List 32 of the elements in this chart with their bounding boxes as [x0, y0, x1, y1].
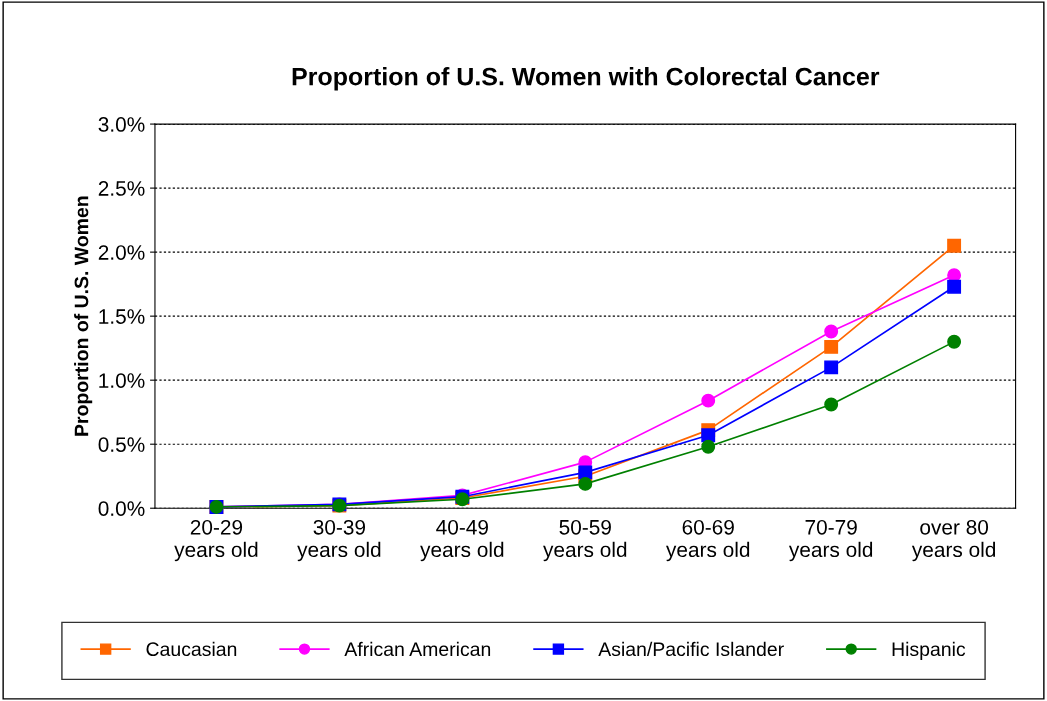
y-tick-label: 0.5%	[98, 437, 145, 452]
y-tick-label: 3.0%	[98, 117, 145, 132]
legend-label: Caucasian	[146, 641, 237, 657]
point	[578, 465, 593, 480]
x-tick-label: 60-69 years old	[666, 519, 750, 562]
x-tick-label: 50-59 years old	[543, 519, 627, 562]
legend-label: African American	[344, 641, 491, 657]
x-tick-label: 30-39 years old	[297, 519, 381, 562]
legend-label: Hispanic	[892, 641, 966, 660]
chart-title: Proportion of U.S. Women with Colorectal Cancer	[292, 67, 880, 91]
x-tick-label: 70-79 years old	[788, 519, 873, 562]
point	[947, 279, 962, 294]
y-tick-label: 1.0%	[99, 373, 145, 388]
point	[947, 334, 962, 349]
x-tick-label: 40-49 years old	[420, 519, 504, 562]
point	[824, 360, 839, 375]
point	[578, 476, 593, 491]
x-tick-label: 20-29 years old	[174, 519, 258, 562]
y-tick-label: 2.5%	[98, 181, 145, 196]
legend-label: Asian/Pacific Islander	[598, 641, 784, 657]
y-axis-title: Proportion of U.S. Women	[74, 196, 93, 436]
point	[824, 397, 839, 412]
point	[701, 439, 716, 454]
point	[824, 339, 839, 354]
point	[947, 238, 962, 253]
y-tick-label: 1.5%	[99, 309, 145, 324]
point	[824, 324, 839, 339]
y-tick-label: 0.0%	[98, 501, 145, 516]
y-tick-label: 2.0%	[98, 245, 145, 260]
x-tick-label: over 80 years old	[911, 519, 996, 562]
point	[701, 393, 716, 408]
point	[701, 428, 716, 443]
